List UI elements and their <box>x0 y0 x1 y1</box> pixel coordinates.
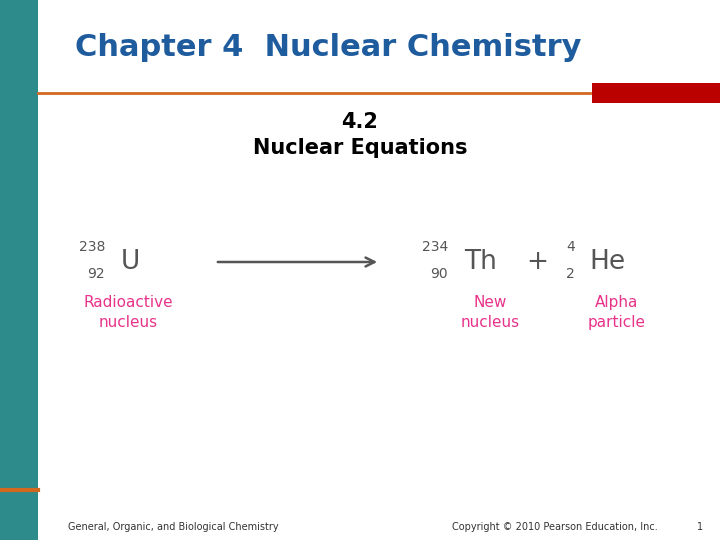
Text: 4: 4 <box>566 240 575 254</box>
Text: Nuclear Equations: Nuclear Equations <box>253 138 467 158</box>
Text: +: + <box>526 249 548 275</box>
Text: Radioactive
nucleus: Radioactive nucleus <box>84 295 173 330</box>
Text: Alpha
particle: Alpha particle <box>588 295 646 330</box>
Text: Th: Th <box>464 249 497 275</box>
Text: New
nucleus: New nucleus <box>460 295 520 330</box>
Text: 4.2: 4.2 <box>341 112 379 132</box>
Text: Copyright © 2010 Pearson Education, Inc.: Copyright © 2010 Pearson Education, Inc. <box>452 522 658 532</box>
Bar <box>592 83 720 103</box>
Text: 238: 238 <box>78 240 105 254</box>
Text: 2: 2 <box>566 267 575 281</box>
Bar <box>0 0 38 540</box>
Text: U: U <box>121 249 140 275</box>
Text: General, Organic, and Biological Chemistry: General, Organic, and Biological Chemist… <box>68 522 279 532</box>
Text: He: He <box>589 249 625 275</box>
Text: 1: 1 <box>697 522 703 532</box>
Text: Chapter 4  Nuclear Chemistry: Chapter 4 Nuclear Chemistry <box>75 32 582 62</box>
Text: 92: 92 <box>87 267 105 281</box>
Text: 234: 234 <box>422 240 448 254</box>
Text: 90: 90 <box>431 267 448 281</box>
